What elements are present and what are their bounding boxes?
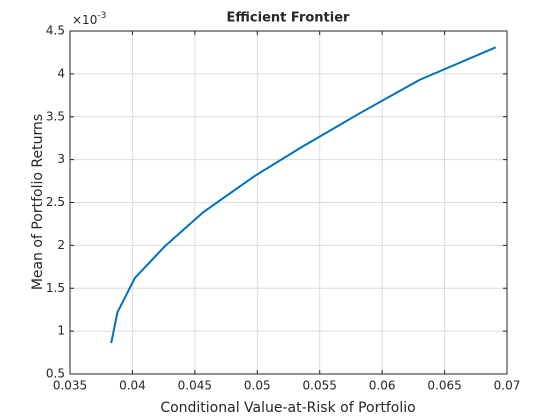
y-tick-label: 3.5 (46, 109, 65, 123)
x-tick-label: 0.035 (53, 379, 87, 393)
x-tick-label: 0.065 (427, 379, 461, 393)
y-tick-label: 4 (57, 66, 65, 80)
x-tick-label: 0.04 (119, 379, 146, 393)
x-tick-label: 0.06 (369, 379, 396, 393)
x-tick-label: 0.07 (494, 379, 521, 393)
y-tick-label: 4.5 (46, 24, 65, 38)
x-tick-label: 0.05 (244, 379, 271, 393)
multiplier-exponent: -3 (97, 11, 106, 21)
y-axis-label: Mean of Portfolio Returns (30, 114, 46, 290)
y-tick-label: 1.5 (46, 281, 65, 295)
y-multiplier: ×10-3 (72, 11, 106, 27)
ticks: 0.035 0.04 0.045 0.05 0.055 0.06 0.065 0.07 0.5 1… (46, 24, 520, 393)
frontier-line (110, 46, 497, 344)
y-tick-label: 3 (57, 152, 65, 166)
y-tick-label: 2.5 (46, 195, 65, 209)
lines (110, 46, 497, 344)
chart-title: Efficient Frontier (227, 11, 350, 26)
y-tick-label: 1 (57, 324, 65, 338)
y-tick-label: 0.5 (46, 367, 65, 381)
x-axis-label: Conditional Value-at-Risk of Portfolio (160, 400, 415, 416)
y-tick-label: 2 (57, 238, 65, 252)
multiplier-base: ×10 (72, 13, 97, 27)
x-tick-label: 0.045 (178, 379, 212, 393)
x-tick-label: 0.055 (303, 379, 337, 393)
